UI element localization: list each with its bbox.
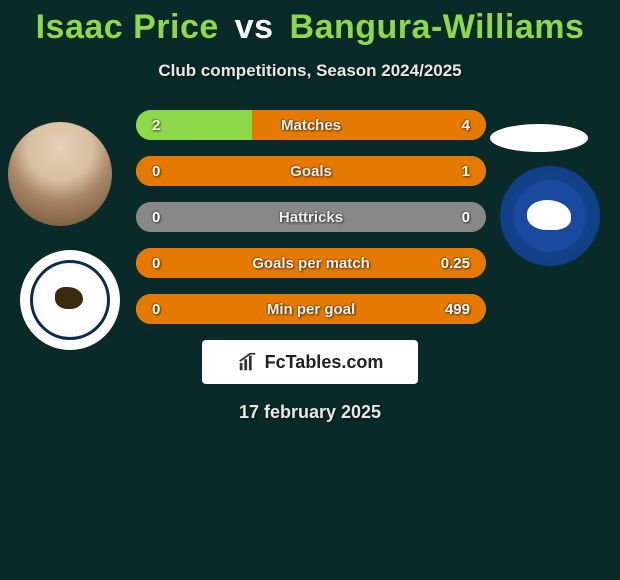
stat-row: 0Min per goal499 <box>136 294 486 324</box>
stat-label: Min per goal <box>206 301 416 318</box>
stat-left-value: 0 <box>136 255 206 272</box>
snapshot-date: 17 february 2025 <box>0 402 620 423</box>
stat-right-value: 0 <box>416 209 486 226</box>
player1-club-crest <box>20 250 120 350</box>
stat-bars: 2Matches40Goals10Hattricks00Goals per ma… <box>136 110 486 324</box>
subtitle: Club competitions, Season 2024/2025 <box>0 61 620 81</box>
stat-right-value: 1 <box>416 163 486 180</box>
stat-label: Hattricks <box>206 209 416 226</box>
player2-name: Bangura-Williams <box>290 8 585 46</box>
stat-row: 2Matches4 <box>136 110 486 140</box>
stat-row: 0Goals1 <box>136 156 486 186</box>
brand-chart-icon <box>237 351 259 373</box>
player1-avatar <box>8 122 112 226</box>
brand-text: FcTables.com <box>265 352 384 373</box>
stat-right-value: 499 <box>416 301 486 318</box>
stat-row: 0Hattricks0 <box>136 202 486 232</box>
stat-left-value: 0 <box>136 209 206 226</box>
stat-right-value: 0.25 <box>416 255 486 272</box>
player2-avatar <box>490 124 588 152</box>
stat-row: 0Goals per match0.25 <box>136 248 486 278</box>
comparison-title: Isaac Price vs Bangura-Williams <box>0 0 620 47</box>
vs-label: vs <box>235 8 274 46</box>
brand-badge: FcTables.com <box>202 340 418 384</box>
stat-left-value: 2 <box>136 117 206 134</box>
stat-zone: 2Matches40Goals10Hattricks00Goals per ma… <box>0 110 620 423</box>
stat-label: Goals per match <box>206 255 416 272</box>
stat-right-value: 4 <box>416 117 486 134</box>
player1-name: Isaac Price <box>36 8 219 46</box>
stat-label: Goals <box>206 163 416 180</box>
player2-club-crest <box>500 166 600 266</box>
stat-left-value: 0 <box>136 163 206 180</box>
stat-left-value: 0 <box>136 301 206 318</box>
stat-label: Matches <box>206 117 416 134</box>
